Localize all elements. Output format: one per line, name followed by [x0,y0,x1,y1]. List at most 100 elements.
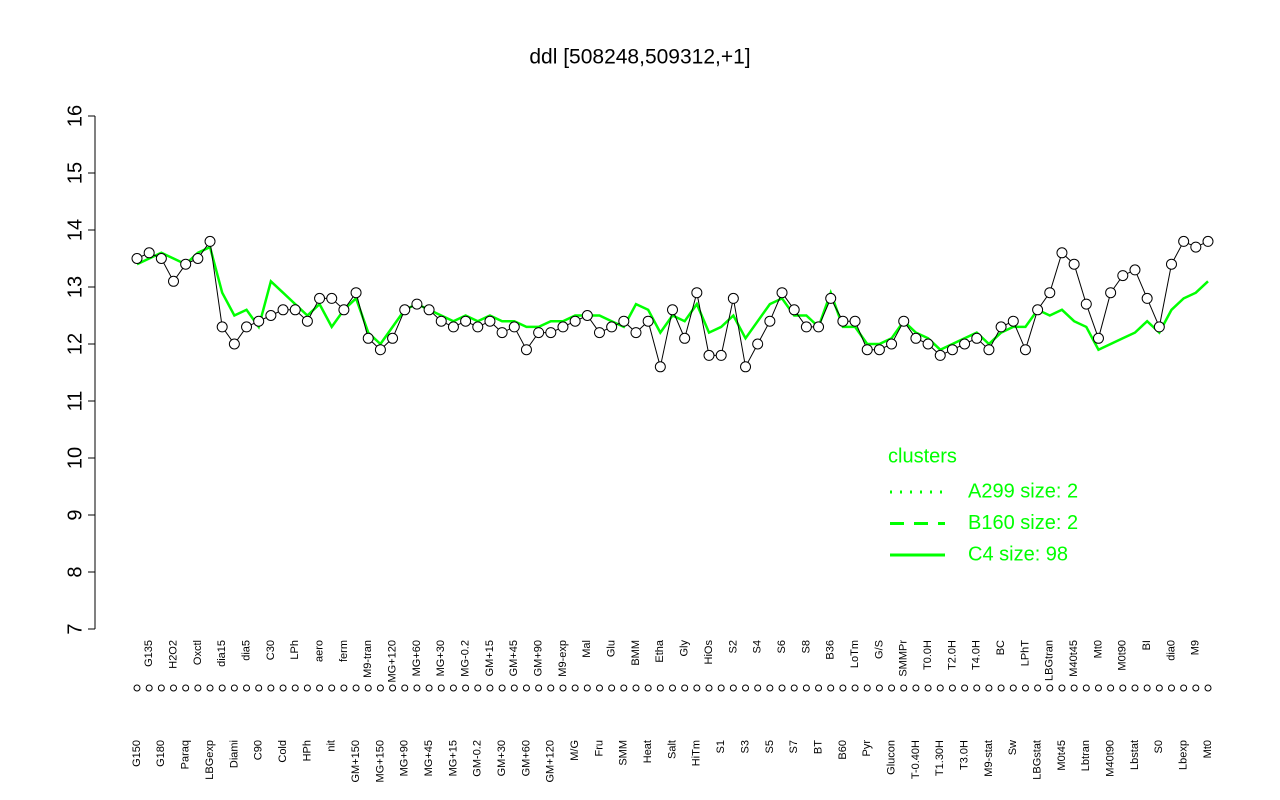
point [1178,235,1190,247]
x-tick [182,684,190,692]
point [630,327,642,339]
x-tick-label: LPhT [1019,640,1031,667]
x-tick-label: MG+90 [399,740,411,776]
x-tick [815,684,823,692]
x-tick [900,684,908,692]
x-tick-label: Pyr [861,740,873,757]
x-tick-label: dia0 [1165,640,1177,661]
point [1092,332,1104,344]
x-tick [413,684,421,692]
point [800,321,812,333]
point [910,332,922,344]
x-tick-label: S0 [1153,740,1165,753]
point [180,258,192,270]
x-tick-label: BMM [630,640,642,666]
x-tick [230,684,238,692]
x-tick [535,684,543,692]
x-tick [1192,684,1200,692]
x-tick [1034,684,1042,692]
x-tick [352,684,360,692]
x-tick-label: S6 [776,640,788,653]
x-tick [1180,684,1188,692]
x-tick [632,684,640,692]
point [886,338,898,350]
y-tick-label: 15 [64,162,86,184]
point [752,338,764,350]
x-tick-label: S7 [788,740,800,753]
x-tick-label: M40t45 [1068,640,1080,677]
point [1044,287,1056,299]
point [642,315,654,327]
x-tick [1046,684,1054,692]
x-tick-label: Glucon [885,740,897,775]
point [155,253,167,264]
x-tick-label: T4.0H [971,640,983,670]
point [192,253,204,264]
x-tick-label: S8 [800,640,812,653]
x-tick [717,684,725,692]
x-tick-label: Etha [654,639,666,663]
expression-line [136,240,1209,369]
point [277,304,289,316]
x-tick-label: Fru [593,740,605,757]
x-tick-label: LPh [289,640,301,660]
point [1165,258,1177,270]
point [350,287,362,299]
x-tick-label: BC [995,640,1007,655]
x-tick [620,684,628,692]
point [740,361,752,373]
x-tick-label: GM+30 [496,740,508,776]
x-tick-label: Glu [606,640,618,657]
point [934,349,946,361]
point [606,321,618,333]
point [946,344,958,356]
x-tick-label: Mal [581,640,593,658]
x-tick-label: aero [313,640,325,662]
x-tick-label: S2 [727,640,739,653]
x-tick-label: LBGexp [204,740,216,780]
point [374,344,386,356]
point [971,332,983,344]
x-tick-label: G/S [873,640,885,659]
x-tick [827,684,835,692]
x-tick [376,684,384,692]
x-tick [547,684,555,692]
legend-label: A299 size: 2 [968,480,1078,502]
x-tick [133,684,141,692]
x-tick-label: Paraq [180,740,192,769]
x-tick-label: MG+30 [435,640,447,676]
x-tick-label: Mt0 [1092,640,1104,658]
point [1019,344,1031,356]
legend-label: C4 size: 98 [968,543,1068,565]
point [423,304,435,316]
point [898,315,910,327]
x-tick-label: GM+150 [350,740,362,783]
x-tick [985,684,993,692]
y-tick-label: 16 [64,105,86,127]
point [228,338,240,350]
x-tick-label: LBGtran [1044,640,1056,681]
x-tick [778,684,786,692]
x-tick [754,684,762,692]
point [460,315,472,327]
x-tick-label: S5 [764,740,776,753]
x-tick [389,684,397,692]
x-tick-label: M0t90 [1117,640,1129,671]
x-tick [340,684,348,692]
point [131,253,143,264]
point [727,292,739,304]
x-tick [766,684,774,692]
x-tick [851,684,859,692]
point [813,321,825,333]
point [849,315,861,327]
x-tick-label: GM+60 [520,740,532,776]
x-tick [206,684,214,692]
x-tick-label: Sw [1007,740,1019,755]
point [362,332,374,344]
x-tick [145,684,153,692]
point [873,344,885,356]
x-tick-label: S4 [752,640,764,653]
x-tick-label: GM-0.2 [472,740,484,777]
x-tick [948,684,956,692]
